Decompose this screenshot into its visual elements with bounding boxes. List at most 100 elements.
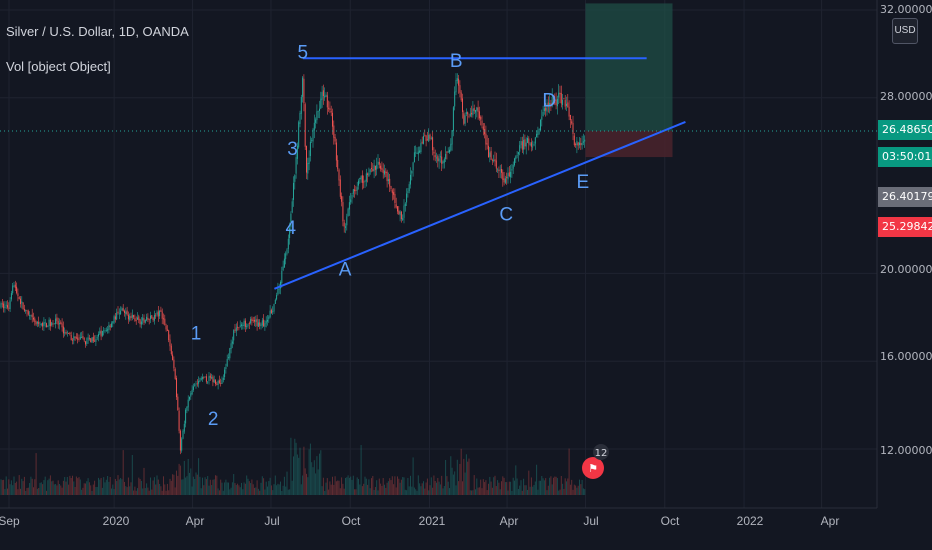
volume-bar: [303, 446, 305, 495]
volume-bar: [257, 488, 259, 495]
candle-body: [424, 134, 426, 136]
candle-body: [3, 303, 5, 309]
candle-body: [7, 305, 8, 308]
currency-button[interactable]: USD: [892, 18, 918, 44]
candle-body: [556, 98, 558, 107]
candle-body: [203, 376, 205, 378]
candle-body: [524, 139, 526, 147]
volume-bar: [48, 478, 50, 495]
volume-bar: [508, 481, 510, 495]
candle-body: [35, 321, 37, 325]
candle-body: [156, 312, 158, 315]
volume-bar: [517, 488, 519, 495]
grid-lines: [0, 0, 877, 508]
volume-bar: [311, 462, 313, 495]
volume-bar: [450, 456, 452, 495]
volume-bar: [107, 475, 109, 495]
volume-bar: [356, 477, 358, 495]
volume-bar: [529, 486, 531, 495]
wave-label-c: C: [499, 205, 513, 226]
candle-body: [572, 123, 574, 135]
volume-bar: [425, 482, 427, 495]
volume-bar: [164, 484, 166, 495]
volume-bar: [387, 481, 389, 495]
candle-body: [530, 142, 532, 147]
candle-body: [360, 176, 362, 180]
volume-bar: [355, 489, 357, 495]
candle-body: [194, 384, 196, 386]
candle-body: [399, 211, 401, 216]
candle-body: [164, 318, 166, 326]
candle-body: [306, 146, 307, 173]
candle-body: [261, 320, 263, 326]
candle-body: [397, 206, 398, 212]
volume-bar: [273, 484, 275, 495]
candle-body: [516, 155, 518, 157]
candle-body: [534, 137, 536, 144]
volume-bar: [407, 478, 409, 495]
candle-body: [186, 406, 188, 411]
candle-body: [192, 386, 194, 390]
volume-bar: [165, 490, 167, 495]
candle-body: [317, 110, 319, 112]
candle-body: [480, 116, 482, 120]
candle-body: [224, 369, 226, 378]
volume-bar: [244, 483, 246, 495]
volume-bar: [507, 490, 509, 495]
candle-body: [551, 96, 553, 106]
candle-body: [118, 313, 120, 315]
candle-body: [356, 187, 358, 191]
candle-body: [385, 171, 387, 173]
volume-bar: [413, 487, 415, 495]
candle-body: [477, 107, 479, 112]
volume-bar: [325, 482, 327, 495]
volume-indicator-label[interactable]: Vol [object Object]: [6, 59, 111, 74]
candle-body: [72, 339, 73, 341]
volume-bar: [231, 482, 233, 495]
candle-body: [547, 102, 549, 106]
time-tick-label: 2022: [736, 514, 764, 528]
volume-bar: [182, 479, 184, 495]
candle-body: [393, 192, 395, 195]
candle-body: [159, 310, 161, 317]
candle-body: [460, 92, 462, 101]
candle-body: [286, 249, 288, 254]
candle-body: [22, 302, 24, 310]
symbol-title[interactable]: Silver / U.S. Dollar, 1D, OANDA: [6, 24, 189, 39]
volume-bar: [315, 473, 317, 495]
economic-event-badge[interactable]: ⚑ 12: [582, 444, 609, 479]
volume-bar: [12, 485, 14, 495]
candle-body: [178, 410, 180, 431]
candle-body: [170, 345, 172, 355]
event-count: 12: [595, 448, 608, 459]
candle-body: [425, 135, 427, 142]
candle-body: [335, 142, 337, 161]
candle-body: [152, 318, 154, 321]
volume-bar: [464, 472, 466, 495]
candle-body: [238, 327, 240, 329]
candle-body: [70, 335, 72, 341]
candle-body: [43, 322, 45, 326]
volume-bar: [255, 487, 257, 495]
volume-bar: [424, 488, 426, 495]
volume-bar: [10, 480, 12, 495]
candle-body: [416, 153, 418, 154]
candle-body: [328, 107, 330, 109]
volume-bar: [467, 461, 469, 495]
price-tick-label: 28.00000: [880, 90, 932, 103]
candle-body: [415, 152, 417, 154]
candle-body: [458, 78, 460, 86]
candle-body: [283, 258, 285, 268]
candle-body: [52, 323, 54, 325]
volume-bar: [352, 475, 354, 495]
volume-bar: [30, 476, 32, 495]
last-price-badge: 26.48650: [878, 120, 932, 140]
candle-body: [155, 315, 157, 317]
candle-body: [68, 332, 70, 334]
volume-bar: [338, 480, 340, 495]
candle-body: [566, 103, 567, 106]
candle-body: [111, 323, 112, 328]
candle-body: [543, 108, 545, 111]
volume-bar: [449, 488, 450, 495]
